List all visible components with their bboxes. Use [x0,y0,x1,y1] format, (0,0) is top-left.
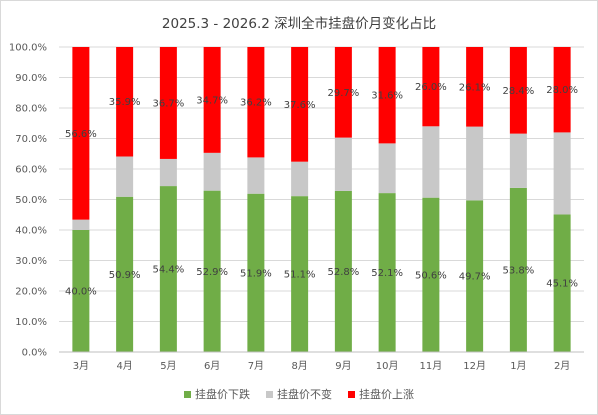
legend-item: 挂盘价上涨 [348,386,414,402]
bar-segment [466,200,484,352]
x-tick-label: 8月 [291,360,307,372]
legend-label: 挂盘价不变 [277,388,332,401]
data-label: 50.6% [415,270,447,281]
data-label: 51.1% [284,270,316,281]
chart-legend: 挂盘价下跌 挂盘价不变 挂盘价上涨 [1,386,597,402]
bar-segment [553,132,571,215]
data-label: 37.6% [284,100,316,111]
bar-segment [422,197,440,352]
bar-segment [378,193,396,352]
x-tick-label: 3月 [73,360,89,372]
bar-segment [291,196,309,352]
bar-segment [72,47,90,220]
bar-segment [378,47,396,144]
bar-segment [203,152,221,191]
data-label: 34.7% [196,95,228,106]
legend-swatch [266,390,273,398]
bar-segment [159,158,177,187]
legend-swatch [184,390,191,398]
bar-segment [553,47,571,133]
y-tick-label: 100.0% [9,43,47,54]
bar-segment [72,219,90,230]
bar-segment [116,156,134,197]
data-label: 52.8% [327,267,359,278]
bar-segment [422,126,440,198]
x-tick-label: 10月 [376,360,399,372]
bar-segment [378,143,396,194]
bar-segment [72,230,90,352]
y-tick-label: 0.0% [22,348,47,359]
bar-segment [159,47,177,159]
data-label: 36.7% [152,98,184,109]
bar-segment [116,196,134,352]
data-label: 51.9% [240,268,272,279]
bar-segment [203,190,221,352]
bar-segment [466,126,484,201]
bar-segment [247,157,265,194]
data-label: 52.9% [196,267,228,278]
bar-segment [334,47,352,138]
data-label: 31.6% [371,91,403,102]
data-label: 28.0% [546,85,578,96]
data-label: 28.4% [502,86,534,97]
data-label: 26.1% [459,82,491,93]
data-label: 29.7% [327,88,359,99]
data-label: 56.6% [65,129,97,140]
x-tick-label: 6月 [204,360,220,372]
bar-segment [422,47,440,127]
x-tick-label: 12月 [463,360,486,372]
legend-label: 挂盘价下跌 [195,388,250,401]
data-label: 26.0% [415,82,447,93]
bar-segment [247,193,265,352]
data-label: 50.9% [109,270,141,281]
data-label: 40.0% [65,287,97,298]
bar-segment [291,47,309,162]
legend-item: 挂盘价下跌 [184,386,250,402]
bar-segment [116,47,134,157]
data-label: 45.1% [546,279,578,290]
data-label: 35.9% [109,97,141,108]
bar-segment [509,47,527,134]
legend-swatch [348,390,355,398]
legend-item: 挂盘价不变 [266,386,332,402]
data-label: 49.7% [459,272,491,283]
legend-label: 挂盘价上涨 [359,388,414,401]
x-tick-label: 9月 [335,360,351,372]
bar-segment [334,137,352,191]
x-tick-label: 4月 [116,360,132,372]
x-tick-label: 11月 [420,360,443,372]
y-tick-label: 50.0% [15,195,47,206]
bar-segment [509,133,527,188]
bar-segment [159,186,177,352]
chart-title: 2025.3 - 2026.2 深圳全市挂盘价月变化占比 [161,16,437,32]
x-tick-label: 1月 [510,360,526,372]
y-tick-label: 10.0% [15,317,47,328]
y-tick-label: 40.0% [15,226,47,237]
y-tick-label: 90.0% [15,73,47,84]
bar-segment [203,47,221,153]
y-tick-label: 20.0% [15,287,47,298]
bar-segment [247,47,265,158]
y-tick-label: 70.0% [15,134,47,145]
bar-segment [553,214,571,352]
bar-segment [466,47,484,127]
x-tick-label: 7月 [248,360,264,372]
y-tick-label: 80.0% [15,104,47,115]
y-tick-label: 30.0% [15,256,47,267]
data-label: 36.2% [240,98,272,109]
data-label: 54.4% [152,265,184,276]
data-label: 52.1% [371,268,403,279]
bar-segment [334,190,352,352]
bar-segment [291,161,309,197]
x-tick-label: 5月 [160,360,176,372]
y-tick-label: 60.0% [15,165,47,176]
x-tick-label: 2月 [554,360,570,372]
bar-segment [509,187,527,352]
data-label: 53.8% [502,265,534,276]
